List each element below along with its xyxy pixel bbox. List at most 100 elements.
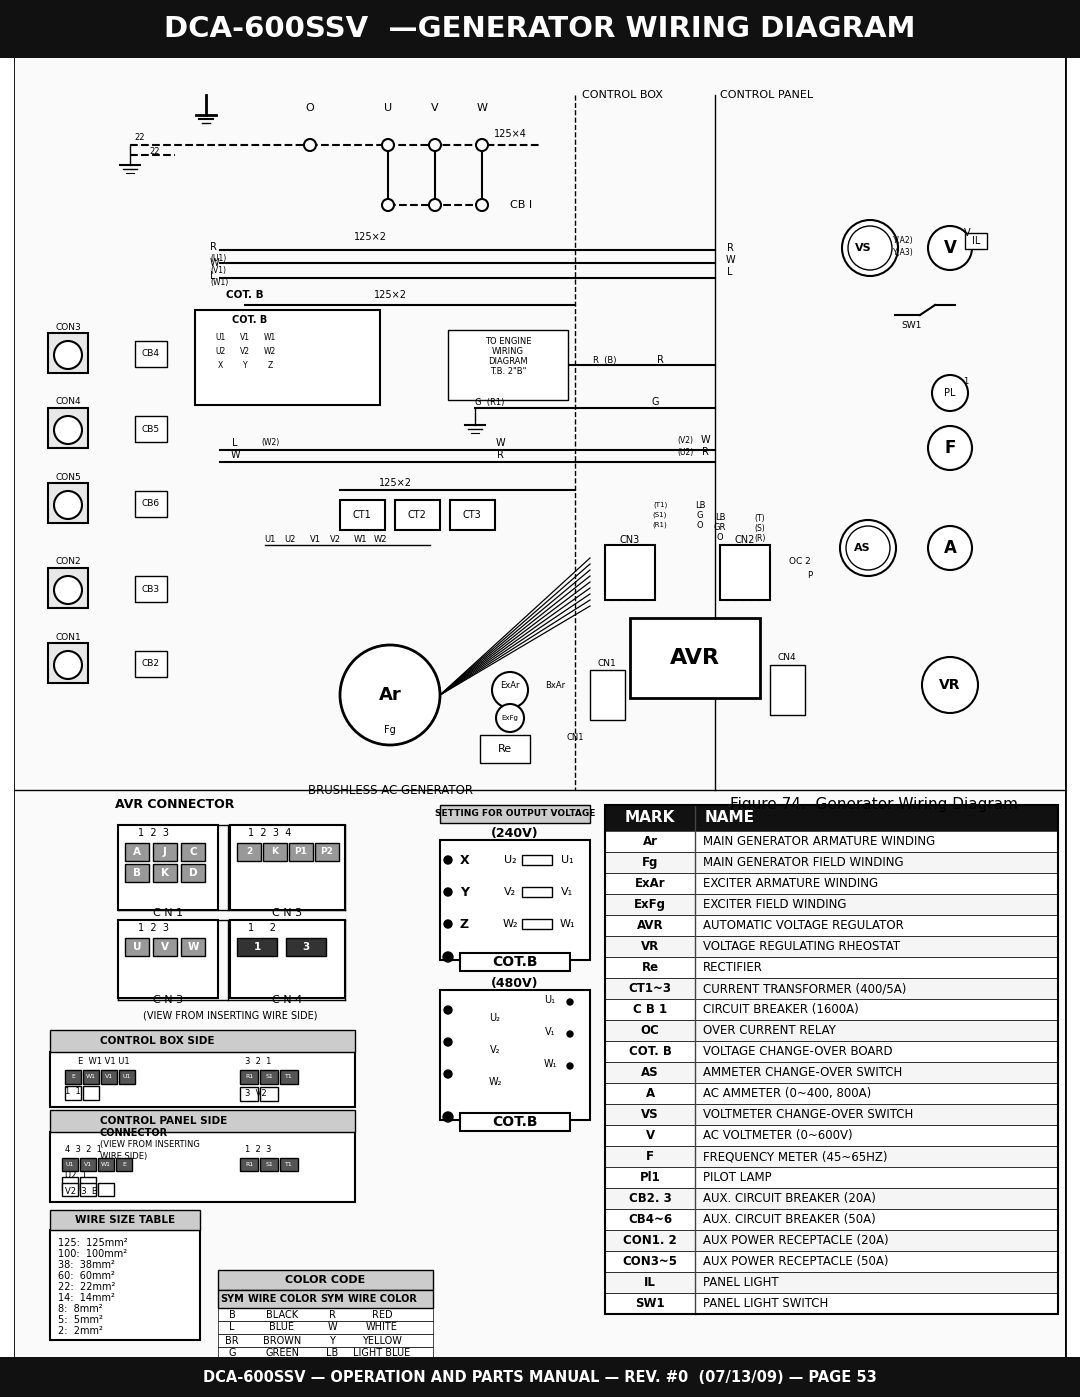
Circle shape — [382, 198, 394, 211]
Text: P: P — [808, 570, 812, 580]
Bar — [48, 332, 87, 373]
Text: R: R — [210, 242, 217, 251]
Text: C N 1: C N 1 — [153, 908, 184, 918]
Text: CN2: CN2 — [734, 535, 755, 545]
Text: 38:  38mm²: 38: 38mm² — [58, 1260, 114, 1270]
Text: LB: LB — [715, 514, 726, 522]
Text: 1  2  3: 1 2 3 — [245, 1146, 271, 1154]
Text: DIAGRAM: DIAGRAM — [488, 358, 528, 366]
Text: V1: V1 — [84, 1161, 92, 1166]
Text: W: W — [496, 439, 504, 448]
Bar — [181, 863, 205, 882]
Text: ExAr: ExAr — [635, 877, 665, 890]
Circle shape — [928, 527, 972, 570]
Text: GREEN: GREEN — [265, 1348, 299, 1358]
Text: 100:  100mm²: 100: 100mm² — [58, 1249, 127, 1259]
Bar — [260, 1070, 278, 1084]
Text: VR: VR — [940, 678, 961, 692]
Text: GR: GR — [225, 1362, 239, 1372]
Text: R: R — [727, 243, 733, 253]
Text: RECTIFIER: RECTIFIER — [703, 961, 762, 974]
Text: LB: LB — [326, 1348, 338, 1358]
Bar — [125, 937, 149, 956]
Bar — [605, 1208, 1058, 1229]
Text: 1: 1 — [254, 942, 260, 951]
Text: 125×4: 125×4 — [494, 129, 526, 138]
Circle shape — [54, 651, 82, 679]
Bar — [62, 1158, 78, 1171]
Text: ExAr: ExAr — [500, 680, 519, 690]
Bar — [50, 1111, 355, 1132]
Text: SYM: SYM — [220, 1294, 244, 1303]
Text: 1     2: 1 2 — [248, 923, 276, 933]
Text: IL: IL — [972, 236, 981, 246]
Bar — [605, 978, 1058, 999]
Bar — [605, 1083, 1058, 1104]
Text: DCA-600SSV — OPERATION AND PARTS MANUAL — REV. #0  (07/13/09) — PAGE 53: DCA-600SSV — OPERATION AND PARTS MANUAL … — [203, 1369, 877, 1384]
Bar — [102, 1070, 117, 1084]
Circle shape — [443, 951, 453, 963]
Circle shape — [303, 138, 316, 151]
Text: CT3: CT3 — [462, 510, 482, 520]
Text: AS: AS — [853, 543, 870, 553]
Text: V: V — [944, 239, 957, 257]
Text: SW1: SW1 — [635, 1296, 665, 1310]
Text: Y(A3): Y(A3) — [893, 247, 914, 257]
Text: CONTROL BOX: CONTROL BOX — [582, 89, 663, 101]
Text: CON2: CON2 — [55, 557, 81, 567]
Text: OC 2: OC 2 — [789, 557, 811, 567]
Text: CB5: CB5 — [141, 425, 160, 433]
Bar — [0, 0, 1080, 59]
Text: CT1: CT1 — [353, 510, 372, 520]
Bar — [770, 665, 805, 715]
Bar — [605, 936, 1058, 957]
Text: LIGHT BLUE: LIGHT BLUE — [353, 1348, 410, 1358]
Text: U: U — [133, 942, 141, 951]
Text: R1: R1 — [245, 1074, 253, 1080]
Bar — [448, 330, 568, 400]
Text: W: W — [476, 103, 487, 113]
Circle shape — [932, 374, 968, 411]
Text: O: O — [328, 1375, 336, 1384]
Circle shape — [340, 645, 440, 745]
Text: V: V — [431, 103, 438, 113]
Text: OC: OC — [640, 1024, 660, 1037]
Circle shape — [54, 416, 82, 444]
Bar — [48, 483, 87, 522]
Bar — [135, 651, 167, 678]
Text: L: L — [210, 271, 216, 281]
Text: EXCITER ARMATURE WINDING: EXCITER ARMATURE WINDING — [703, 877, 878, 890]
Circle shape — [54, 341, 82, 369]
Text: R  (B): R (B) — [593, 355, 617, 365]
Bar — [720, 545, 770, 599]
Text: K: K — [271, 848, 279, 856]
Bar — [605, 894, 1058, 915]
Text: W2: W2 — [264, 348, 276, 356]
Text: AMMETER CHANGE-OVER SWITCH: AMMETER CHANGE-OVER SWITCH — [703, 1066, 902, 1078]
Bar — [80, 1158, 96, 1171]
Text: LIGHT GREEN: LIGHT GREEN — [349, 1362, 415, 1372]
Circle shape — [492, 672, 528, 708]
Text: AS: AS — [642, 1066, 659, 1078]
Text: 22: 22 — [135, 134, 145, 142]
Text: 1: 1 — [963, 377, 969, 387]
Text: O: O — [306, 103, 314, 113]
Text: CON4: CON4 — [55, 398, 81, 407]
Text: 1  2  3: 1 2 3 — [138, 828, 168, 838]
Bar — [181, 937, 205, 956]
Circle shape — [444, 1038, 453, 1046]
Bar — [440, 805, 590, 823]
Text: W: W — [700, 434, 710, 446]
Bar — [218, 1386, 433, 1397]
Text: 1  2  3  4: 1 2 3 4 — [248, 828, 292, 838]
Text: CONTROL PANEL SIDE: CONTROL PANEL SIDE — [100, 1116, 227, 1126]
Bar — [240, 1158, 258, 1171]
Bar — [260, 1087, 278, 1101]
Bar — [605, 1294, 1058, 1315]
Text: K: K — [161, 868, 168, 877]
Text: V1: V1 — [310, 535, 321, 545]
Text: V: V — [963, 228, 970, 237]
Text: U₁: U₁ — [561, 855, 573, 865]
Bar — [50, 1030, 355, 1052]
Text: C: C — [189, 847, 197, 856]
